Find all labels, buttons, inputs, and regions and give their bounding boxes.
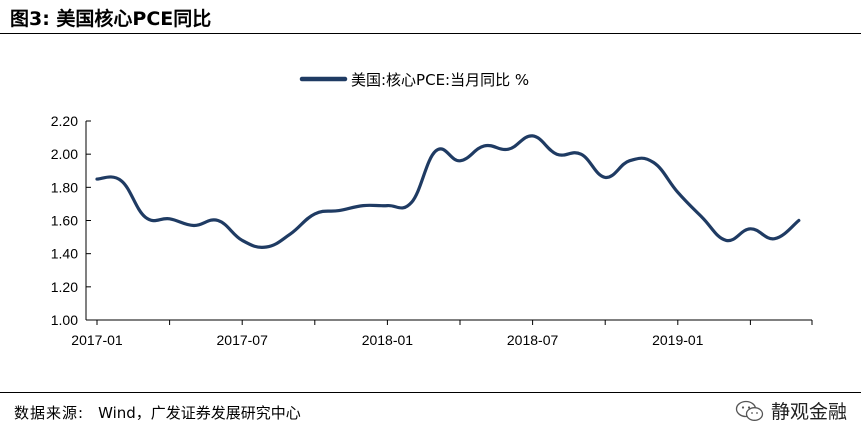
footer-divider (0, 392, 861, 393)
x-tick-label: 2018-07 (507, 332, 559, 348)
source-note: 数据来源: Wind，广发证券发展研究中心 (14, 402, 301, 423)
watermark-text: 静观金融 (770, 401, 847, 423)
y-tick-label: 1.00 (51, 312, 78, 328)
series-line (95, 134, 801, 249)
watermark: 静观金融 (735, 397, 847, 424)
title-divider (0, 33, 861, 34)
y-tick-label: 2.20 (51, 113, 78, 129)
figure-title: 图3: 美国核心PCE同比 (10, 8, 212, 30)
source-label: 数据来源: (14, 404, 85, 422)
x-tick-label: 2019-01 (652, 332, 704, 348)
y-tick-label: 1.20 (51, 279, 78, 295)
y-tick-label: 1.60 (51, 213, 78, 229)
x-tick-label: 2018-01 (362, 332, 414, 348)
y-tick-label: 2.00 (51, 146, 78, 162)
legend-label: 美国:核心PCE:当月同比 % (351, 71, 529, 89)
y-tick-label: 1.40 (51, 246, 78, 262)
x-tick-label: 2017-07 (217, 332, 269, 348)
wechat-icon (735, 400, 764, 421)
x-tick-label: 2017-01 (71, 332, 123, 348)
y-tick-label: 1.80 (51, 179, 78, 195)
line-chart: 1.00 1.20 1.40 1.60 1.80 2.00 2.20 2017-01 2017-… (51, 71, 813, 348)
source-text: Wind，广发证券发展研究中心 (98, 404, 301, 422)
